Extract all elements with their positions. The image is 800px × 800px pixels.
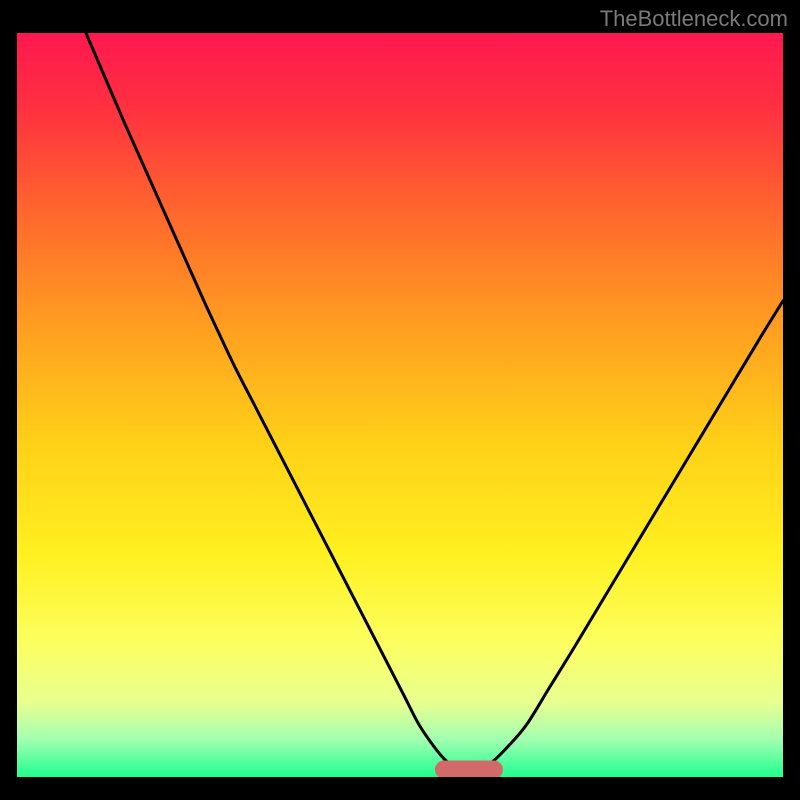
chart-container: TheBottleneck.com xyxy=(0,0,800,800)
gradient-background xyxy=(17,33,783,777)
optimum-marker xyxy=(435,761,503,779)
bottleneck-chart xyxy=(0,0,800,800)
watermark-text: TheBottleneck.com xyxy=(600,6,788,32)
